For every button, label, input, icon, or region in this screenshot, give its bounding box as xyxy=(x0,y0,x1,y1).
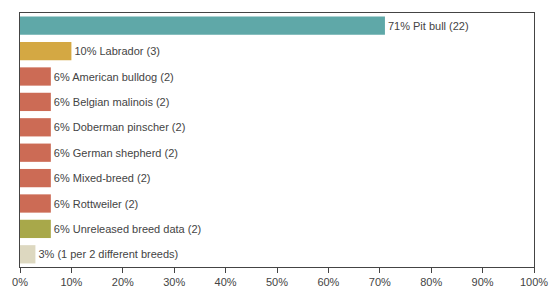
svg-text:6% Doberman pinscher (2): 6% Doberman pinscher (2) xyxy=(54,121,185,133)
svg-text:40%: 40% xyxy=(215,276,237,288)
svg-text:10%: 10% xyxy=(60,276,82,288)
svg-text:30%: 30% xyxy=(163,276,185,288)
svg-text:0%: 0% xyxy=(12,276,28,288)
svg-text:90%: 90% xyxy=(472,276,494,288)
svg-text:6% American bulldog (2): 6% American bulldog (2) xyxy=(54,71,174,83)
svg-text:70%: 70% xyxy=(369,276,391,288)
svg-text:6% Rottweiler (2): 6% Rottweiler (2) xyxy=(54,198,138,210)
svg-text:6% Mixed-breed (2): 6% Mixed-breed (2) xyxy=(54,172,151,184)
svg-text:71% Pit bull (22): 71% Pit bull (22) xyxy=(388,20,469,32)
svg-text:3% (1 per 2 different breeds): 3% (1 per 2 different breeds) xyxy=(38,248,178,260)
svg-text:50%: 50% xyxy=(266,276,288,288)
svg-text:6% German shepherd (2): 6% German shepherd (2) xyxy=(54,147,178,159)
svg-text:100%: 100% xyxy=(520,276,548,288)
svg-text:10% Labrador (3): 10% Labrador (3) xyxy=(74,45,160,57)
svg-text:6% Unreleased breed data (2): 6% Unreleased breed data (2) xyxy=(54,223,201,235)
svg-text:80%: 80% xyxy=(420,276,442,288)
svg-text:60%: 60% xyxy=(317,276,339,288)
svg-text:20%: 20% xyxy=(112,276,134,288)
svg-text:6% Belgian malinois (2): 6% Belgian malinois (2) xyxy=(54,96,170,108)
